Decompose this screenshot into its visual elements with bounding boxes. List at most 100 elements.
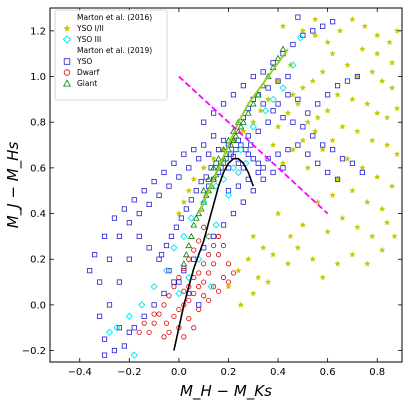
data-point (190, 175, 198, 183)
data-point (336, 27, 344, 34)
data-point (201, 224, 207, 230)
x-tick-label: 0.2 (221, 367, 237, 378)
data-point (166, 329, 172, 335)
data-point (150, 282, 158, 291)
data-point (101, 352, 108, 358)
data-point (151, 302, 157, 308)
data-point (314, 114, 321, 121)
dividing-line (178, 75, 329, 215)
data-point (176, 174, 182, 180)
data-point (141, 313, 147, 319)
data-point (187, 214, 195, 222)
data-point (101, 336, 108, 342)
data-point (319, 68, 326, 75)
data-point (198, 178, 204, 185)
data-point (260, 165, 266, 171)
data-point (279, 45, 287, 52)
data-point (378, 246, 386, 253)
data-point (211, 110, 217, 116)
data-point (378, 205, 386, 212)
data-point (274, 210, 282, 217)
data-point (245, 133, 251, 139)
giant-track-line (197, 48, 289, 214)
data-point (369, 137, 376, 144)
data-point (224, 191, 233, 199)
data-point (325, 92, 331, 98)
data-point (237, 145, 245, 154)
legend-label: YSO I/II (76, 24, 104, 33)
data-point (96, 279, 103, 285)
data-point (230, 210, 237, 217)
data-point (185, 187, 193, 194)
data-point (220, 242, 227, 249)
data-point (210, 164, 217, 171)
data-point (196, 270, 202, 276)
data-point (166, 293, 172, 299)
legend-marker (63, 24, 71, 32)
data-point (106, 256, 113, 262)
data-point (364, 198, 371, 205)
legend-label: YSO III (76, 35, 101, 44)
data-point (186, 256, 192, 262)
data-point (349, 16, 356, 23)
data-point (234, 168, 243, 177)
data-point (264, 278, 272, 285)
x-tick-label: −0.4 (68, 367, 92, 378)
legend-marker (63, 79, 71, 87)
data-point (373, 50, 381, 57)
data-point (312, 127, 319, 135)
data-point (364, 100, 371, 107)
data-point (329, 19, 336, 25)
data-point (146, 245, 152, 251)
data-point (225, 279, 232, 285)
data-point (285, 92, 291, 98)
data-point (191, 146, 197, 153)
data-point (171, 160, 177, 166)
data-point (111, 215, 118, 221)
data-point (250, 188, 256, 194)
data-point (158, 252, 165, 258)
data-point (186, 297, 192, 303)
data-point (339, 214, 346, 221)
y-tick-label: 0.4 (30, 209, 46, 220)
data-point (255, 169, 261, 176)
data-point (310, 133, 316, 139)
data-point (220, 146, 227, 153)
data-point (294, 244, 302, 251)
data-point (269, 95, 277, 103)
data-point (275, 151, 281, 157)
data-point (211, 133, 217, 139)
data-point (201, 142, 207, 148)
data-point (349, 160, 356, 166)
data-point (354, 73, 360, 80)
data-point (151, 311, 157, 317)
data-point (220, 222, 227, 228)
data-point (383, 114, 391, 121)
data-point (116, 325, 123, 331)
data-point (386, 38, 393, 46)
data-point (191, 247, 197, 253)
data-point (186, 165, 192, 171)
data-point (175, 210, 183, 217)
data-point (166, 268, 172, 274)
data-point (206, 252, 212, 258)
plot-frame (49, 7, 403, 363)
model-curve-line (173, 157, 255, 351)
data-point (205, 175, 213, 182)
data-point (359, 45, 366, 52)
data-point (250, 73, 256, 80)
data-point (151, 320, 157, 326)
data-point (162, 267, 171, 275)
data-point (388, 59, 396, 66)
data-point (200, 164, 207, 171)
data-point (196, 306, 202, 313)
data-point (92, 252, 98, 258)
data-point (264, 95, 272, 103)
data-point (220, 101, 227, 107)
data-point (260, 69, 266, 75)
data-point (373, 109, 381, 116)
data-point (207, 282, 215, 291)
data-point (192, 214, 200, 221)
